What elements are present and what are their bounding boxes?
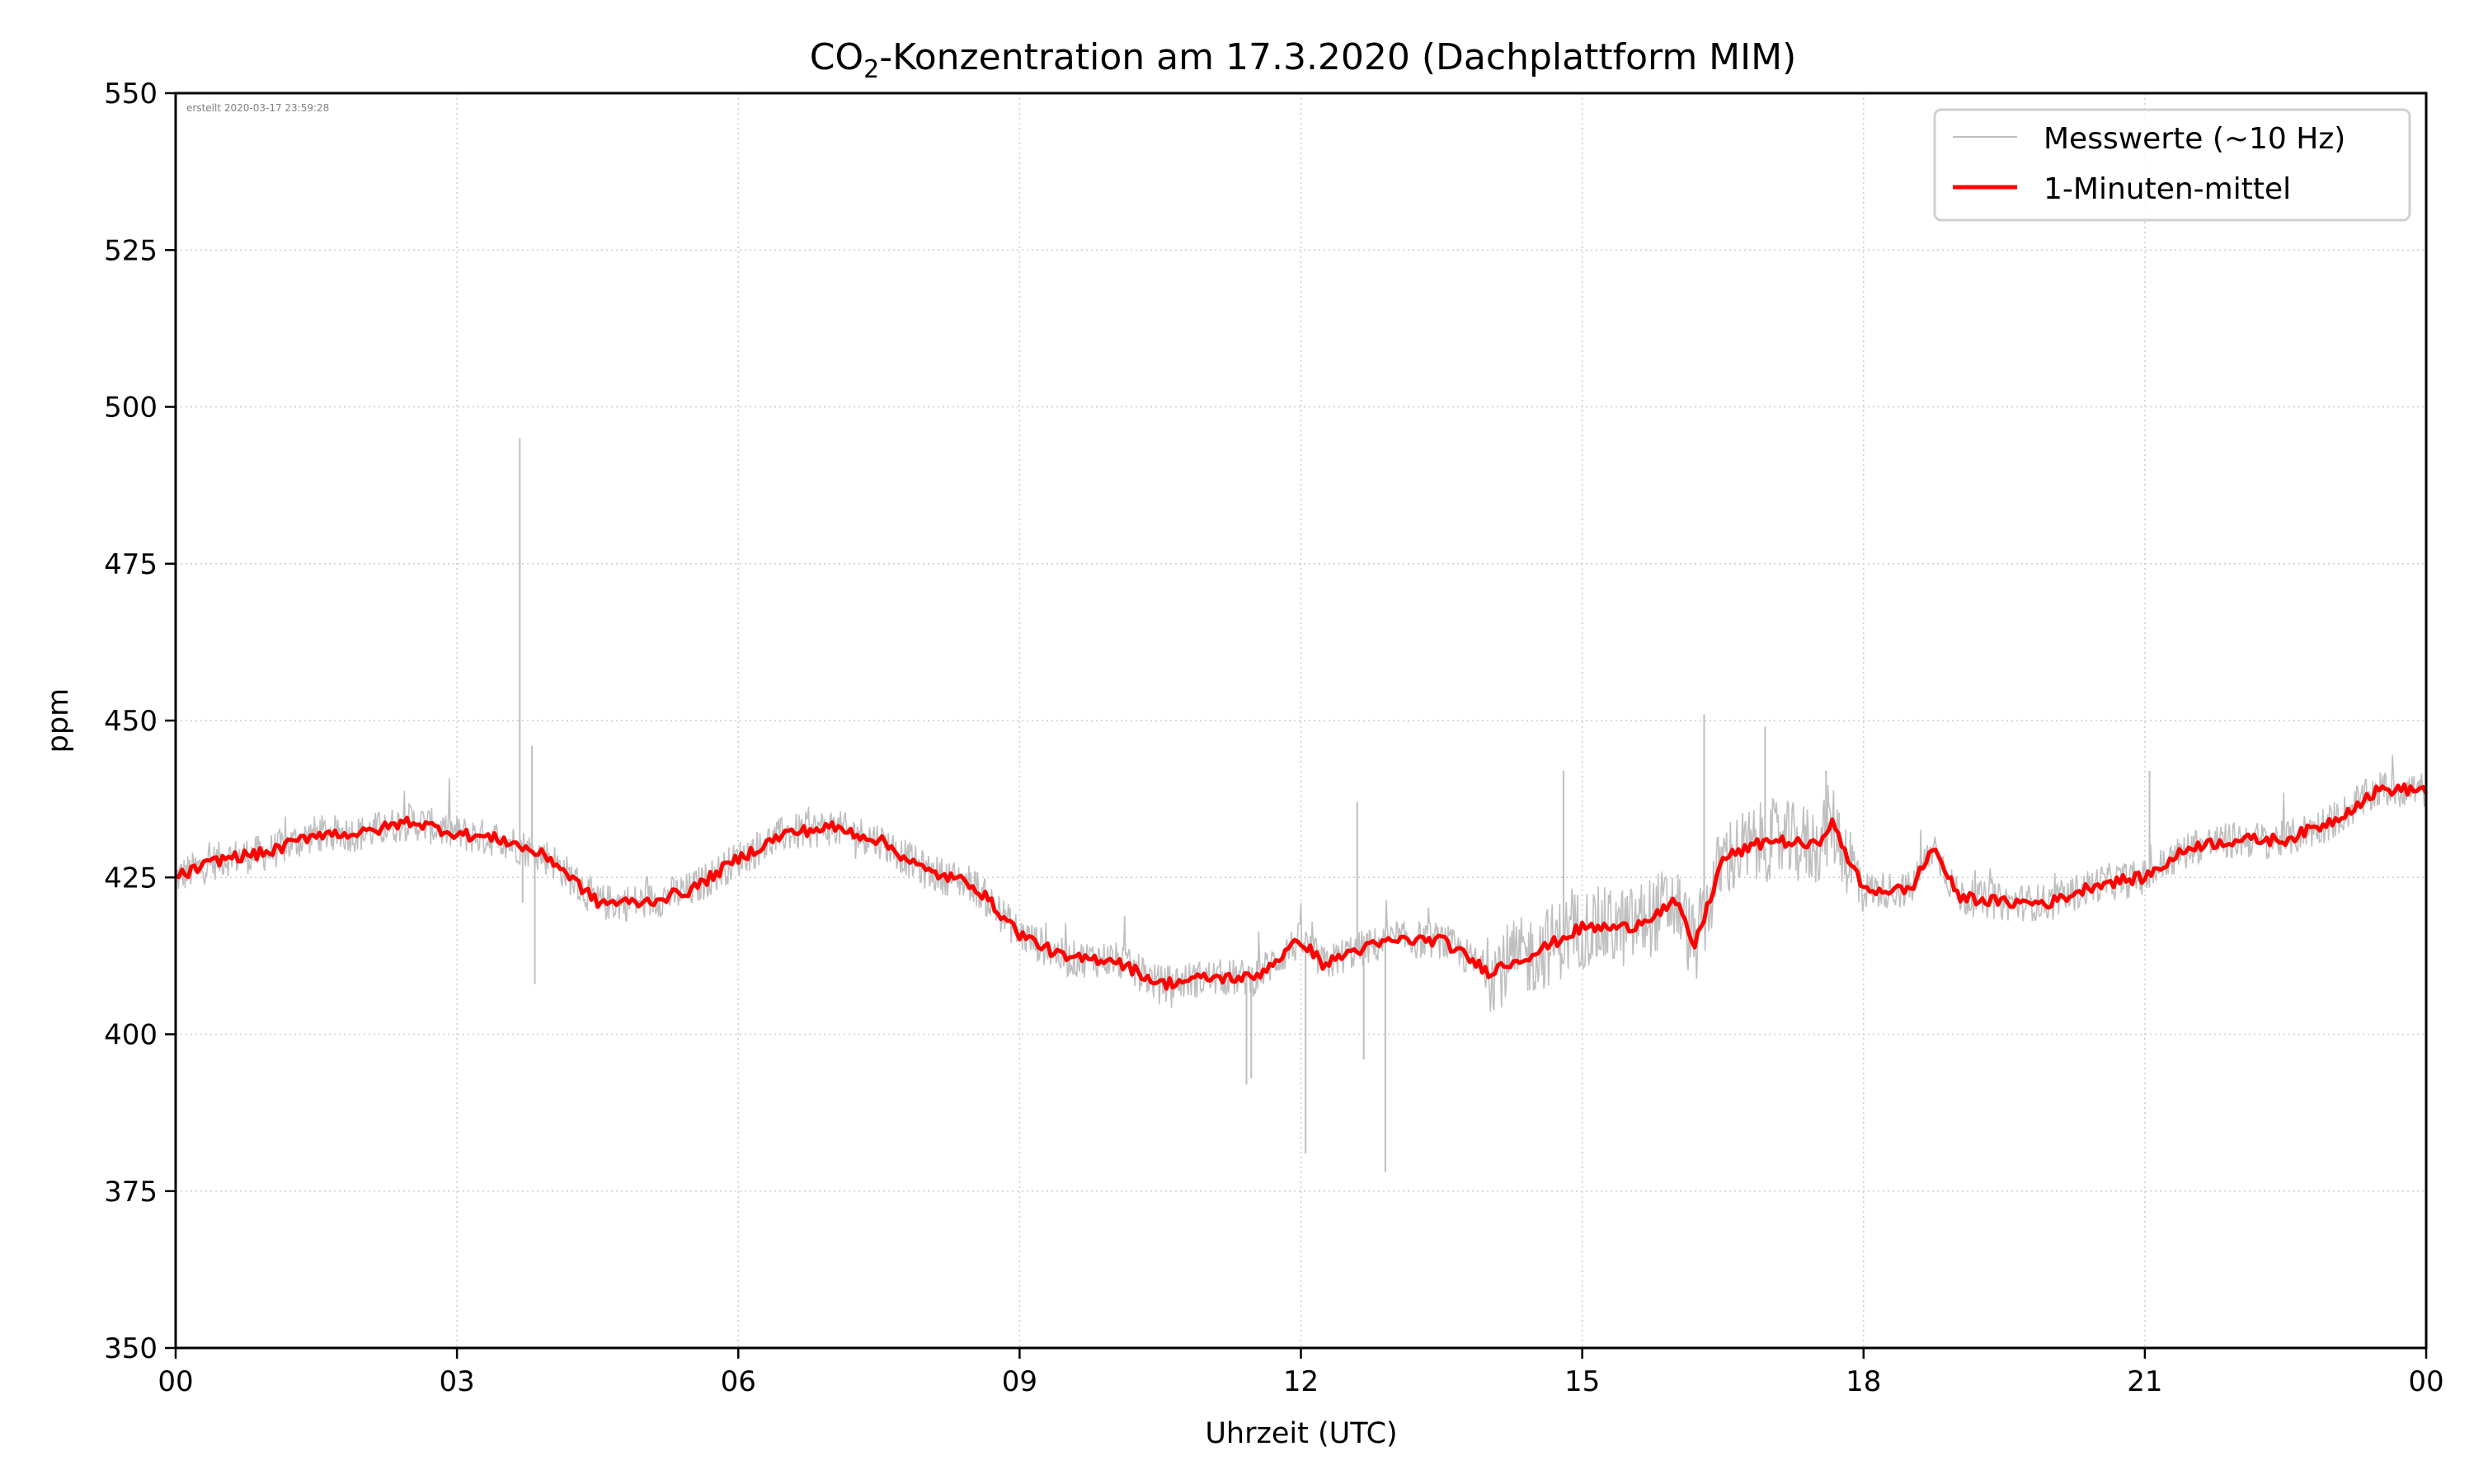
x-tick-label: 12 — [1283, 1365, 1319, 1398]
x-tick-label: 00 — [158, 1365, 193, 1398]
y-tick-label: 400 — [104, 1019, 158, 1052]
legend-label-messwerte: Messwerte (~10 Hz) — [2044, 122, 2345, 156]
y-tick-label: 500 — [104, 392, 158, 425]
y-tick-label: 375 — [104, 1176, 158, 1209]
x-axis-ticks: 00 03 06 09 12 15 18 21 00 — [158, 1348, 2444, 1398]
x-tick-label: 09 — [1002, 1365, 1037, 1398]
x-tick-label: 21 — [2127, 1365, 2162, 1398]
series-1-minuten-mittel — [175, 782, 2429, 991]
y-tick-label: 475 — [104, 548, 158, 581]
y-tick-label: 425 — [104, 862, 158, 895]
y-tick-label: 350 — [104, 1332, 158, 1365]
legend-box — [1933, 108, 2411, 222]
x-tick-label: 03 — [439, 1365, 474, 1398]
x-tick-label: 06 — [721, 1365, 756, 1398]
y-axis-label: ppm — [42, 688, 75, 754]
y-tick-label: 525 — [104, 234, 158, 267]
created-annotation: erstellt 2020-03-17 23:59:28 — [186, 102, 329, 114]
x-axis-label: Uhrzeit (UTC) — [1205, 1417, 1397, 1450]
y-tick-label: 450 — [104, 705, 158, 738]
y-tick-label: 550 — [104, 77, 158, 110]
grid-lines — [175, 92, 2427, 1349]
x-tick-label: 15 — [1564, 1365, 1600, 1398]
legend: Messwerte (~10 Hz) 1-Minuten-mittel — [1933, 108, 2411, 222]
chart-title: CO2-Konzentration am 17.3.2020 (Dachplat… — [810, 36, 1797, 84]
y-axis-ticks: 350 375 400 425 450 475 500 525 550 — [104, 77, 176, 1365]
legend-label-mittel: 1-Minuten-mittel — [2044, 172, 2291, 206]
x-tick-label: 00 — [2408, 1365, 2443, 1398]
messwerte-line — [175, 755, 2427, 1012]
x-tick-label: 18 — [1846, 1365, 1881, 1398]
mittel-line — [175, 782, 2429, 991]
